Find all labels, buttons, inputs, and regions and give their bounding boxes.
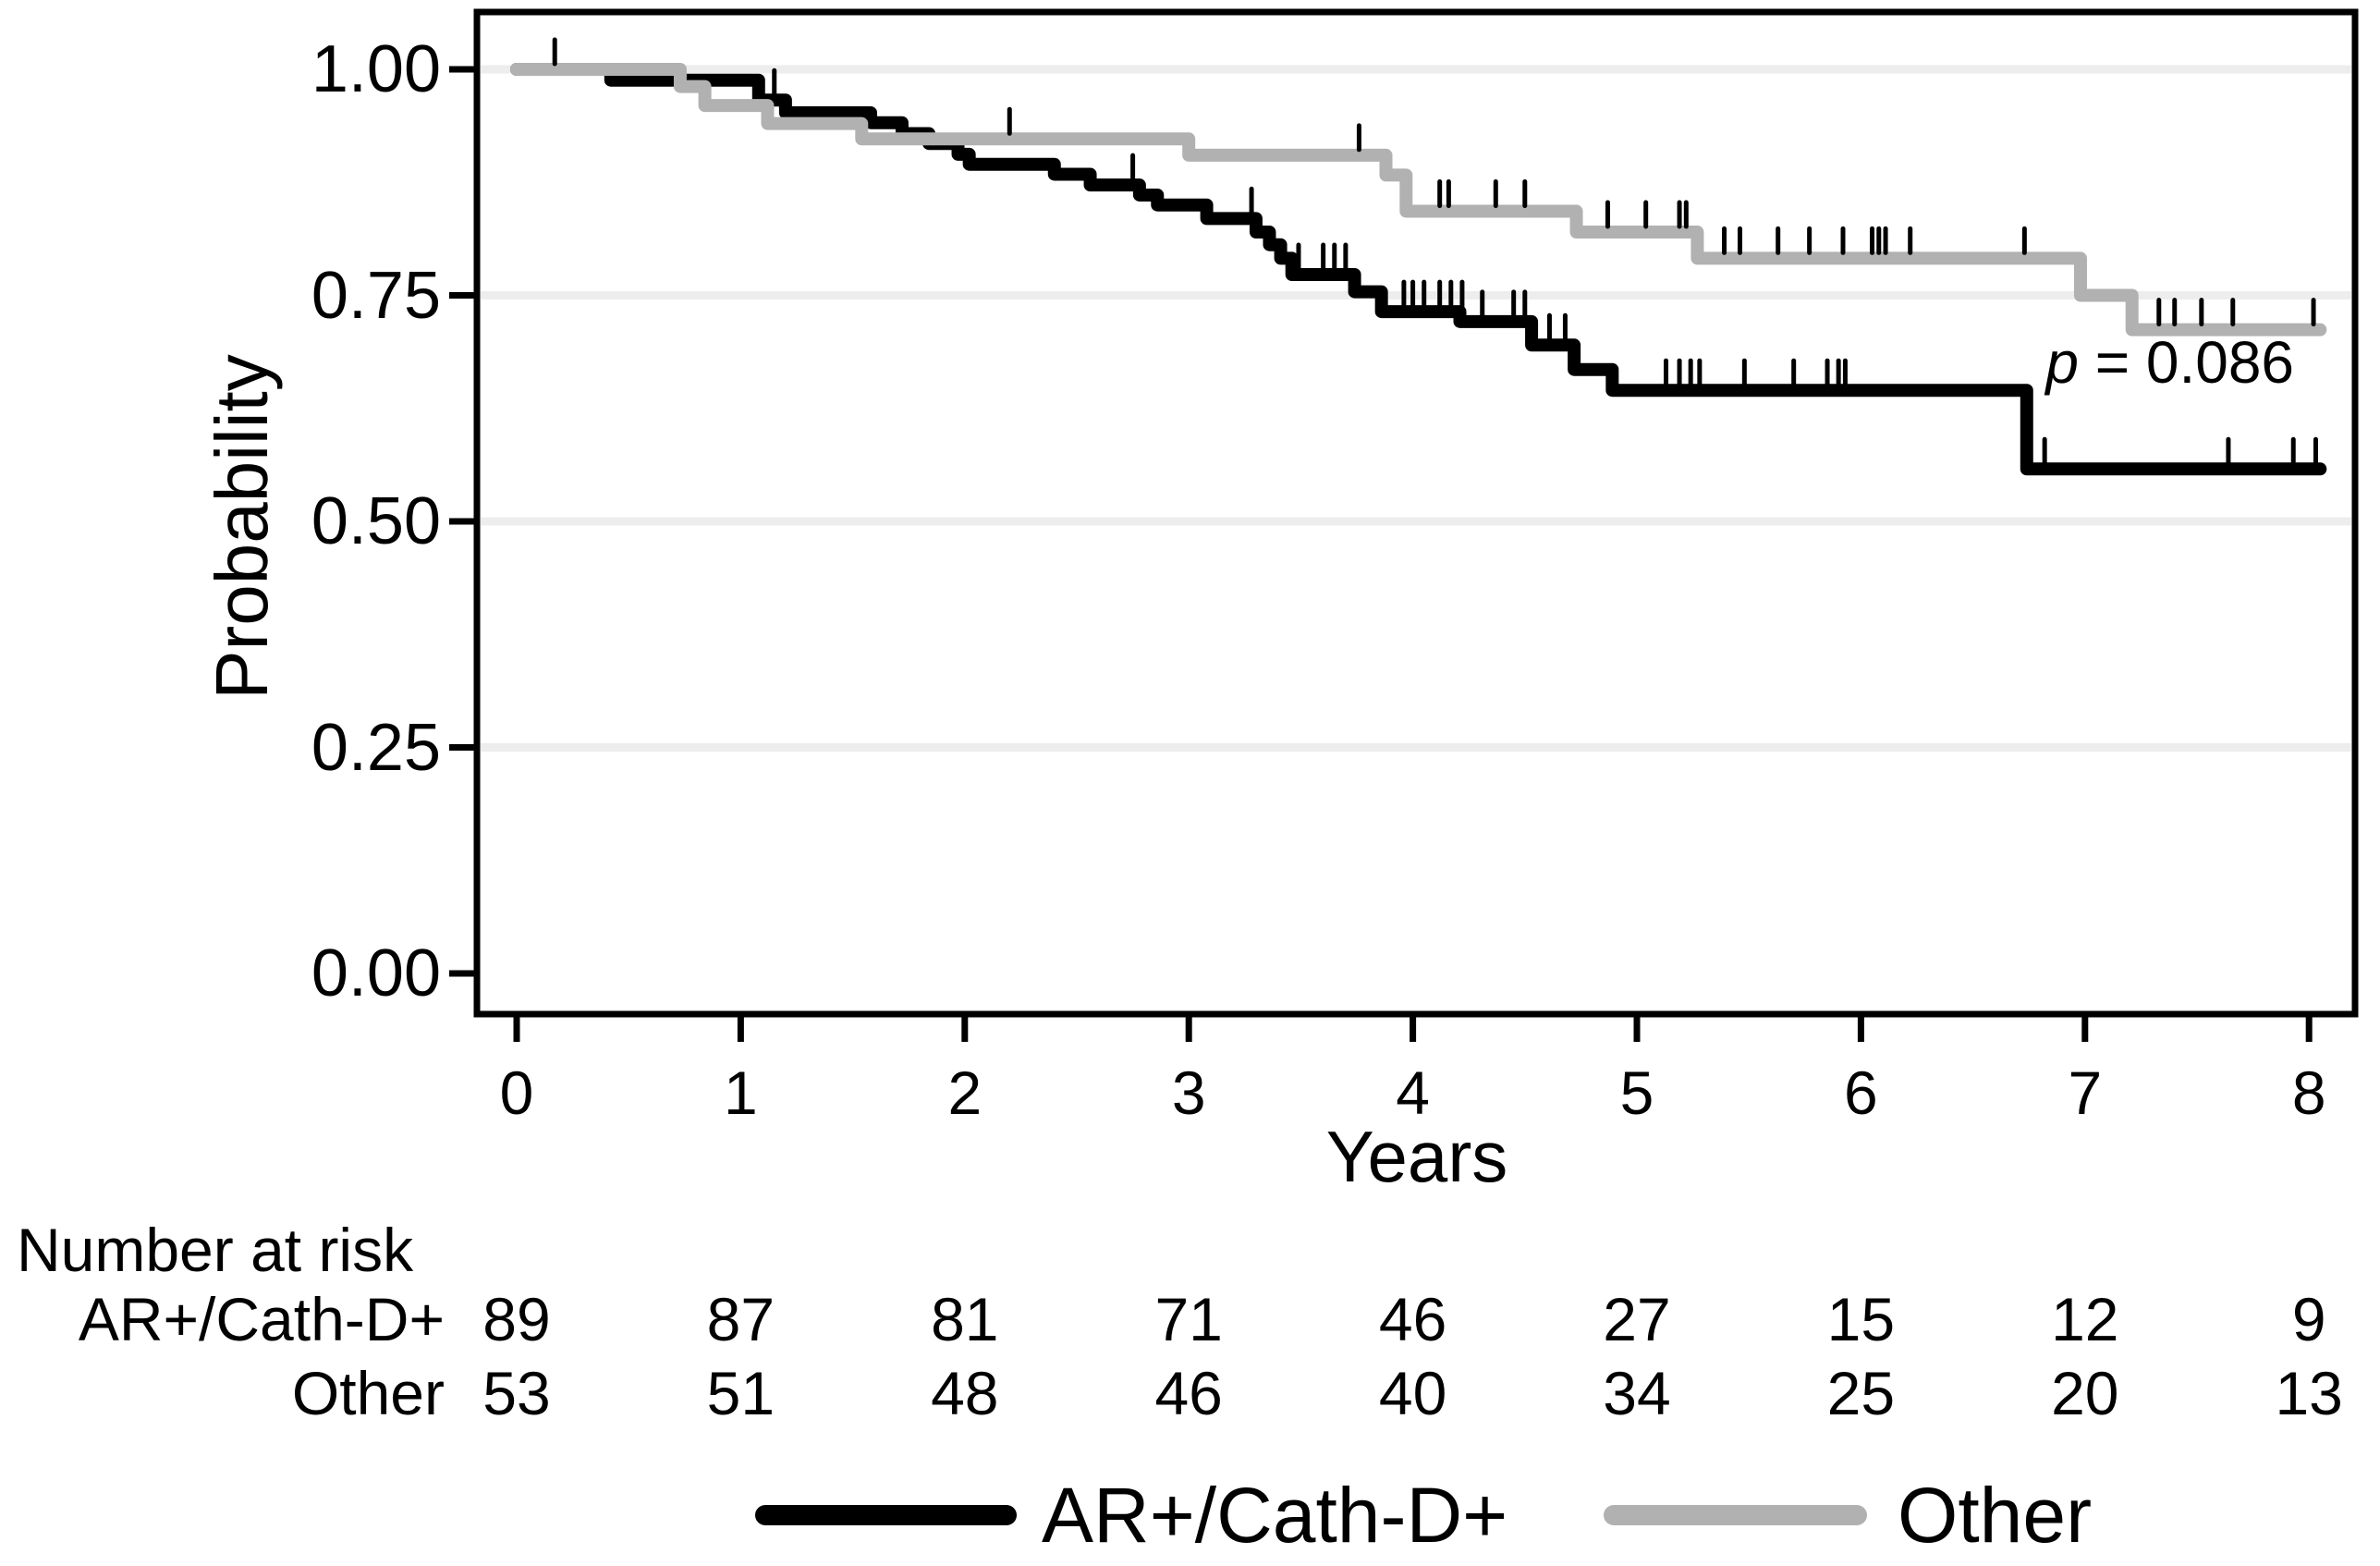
x-tick-label-3: 3 bbox=[1171, 1058, 1206, 1127]
x-tick-label-0: 0 bbox=[499, 1058, 534, 1127]
legend-swatch-ar-cath-d bbox=[755, 1505, 1017, 1525]
risk-value-row0-year6: 15 bbox=[1826, 1285, 1896, 1353]
x-tick-label-5: 5 bbox=[1619, 1058, 1654, 1127]
p-value-symbol: p bbox=[2045, 329, 2079, 396]
risk-value-row1-year1: 51 bbox=[706, 1359, 775, 1427]
legend-label-ar-cath-d: AR+/Cath-D+ bbox=[1042, 1472, 1508, 1559]
legend-swatch-other bbox=[1604, 1505, 1867, 1525]
y-tick-label-0.50: 0.50 bbox=[311, 484, 441, 558]
risk-value-row1-year2: 48 bbox=[931, 1359, 999, 1427]
y-tick-label-1.00: 1.00 bbox=[311, 32, 441, 106]
risk-value-row1-year3: 46 bbox=[1154, 1359, 1223, 1427]
risk-value-row0-year4: 46 bbox=[1378, 1285, 1447, 1353]
y-tick-label-0.00: 0.00 bbox=[311, 936, 441, 1010]
y-tick-label-0.75: 0.75 bbox=[311, 258, 441, 333]
risk-value-row0-year8: 9 bbox=[2291, 1285, 2326, 1353]
risk-value-row0-year1: 87 bbox=[706, 1285, 775, 1353]
x-tick-label-4: 4 bbox=[1396, 1058, 1430, 1127]
x-tick-label-2: 2 bbox=[947, 1058, 983, 1127]
km-curve-other bbox=[510, 63, 2327, 336]
legend-label-other: Other bbox=[1898, 1472, 2093, 1559]
p-value-annotation: p = 0.086 bbox=[1647, 325, 2294, 399]
y-tick-label-0.25: 0.25 bbox=[311, 710, 441, 785]
x-axis-title: Years bbox=[1325, 1116, 1508, 1197]
plot-frame bbox=[473, 8, 2359, 1018]
risk-value-row1-year6: 25 bbox=[1826, 1359, 1896, 1427]
risk-value-row1-year7: 20 bbox=[2051, 1359, 2119, 1427]
x-tick-label-7: 7 bbox=[2068, 1058, 2103, 1127]
x-tick-label-6: 6 bbox=[1844, 1058, 1878, 1127]
risk-value-row1-year4: 40 bbox=[1378, 1359, 1447, 1427]
risk-value-row0-year0: 89 bbox=[482, 1285, 551, 1353]
x-tick-label-1: 1 bbox=[724, 1058, 758, 1127]
risk-row-label-ar-cath-d: AR+/Cath-D+ bbox=[78, 1285, 445, 1353]
risk-value-row1-year0: 53 bbox=[482, 1359, 551, 1427]
risk-row-label-other: Other bbox=[291, 1359, 445, 1427]
risk-value-row1-year5: 34 bbox=[1603, 1359, 1671, 1427]
p-value-text: = 0.086 bbox=[2078, 329, 2294, 396]
risk-value-row1-year8: 13 bbox=[2275, 1359, 2343, 1427]
x-tick-label-8: 8 bbox=[2291, 1058, 2326, 1127]
risk-value-row0-year5: 27 bbox=[1603, 1285, 1671, 1353]
risk-table-title: Number at risk bbox=[17, 1216, 414, 1284]
risk-value-row0-year3: 71 bbox=[1154, 1285, 1223, 1353]
risk-value-row0-year7: 12 bbox=[2051, 1285, 2119, 1353]
risk-value-row0-year2: 81 bbox=[931, 1285, 999, 1353]
km-curve-ar-cath-d bbox=[510, 63, 2327, 476]
